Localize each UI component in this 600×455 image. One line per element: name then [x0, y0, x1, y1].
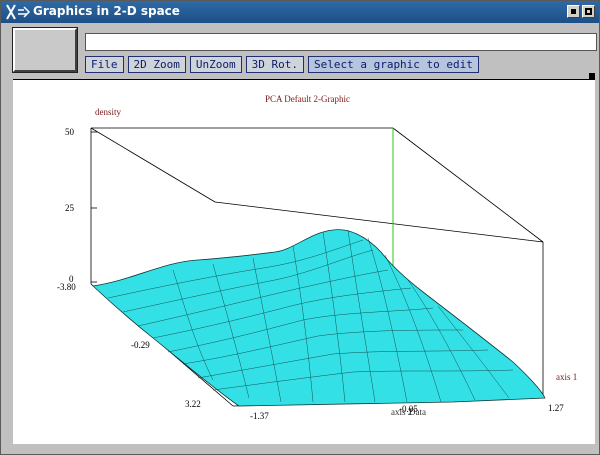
axis1-label: axis 1 — [556, 372, 577, 382]
surface-mesh — [107, 229, 514, 403]
box-top-left-edge — [90, 127, 216, 203]
plot-title: PCA Default 2-Graphic — [265, 94, 350, 104]
x-tick-mid: -0.05 — [399, 404, 418, 414]
z-tick-0: 0 — [69, 274, 74, 284]
minimize-icon — [571, 9, 576, 14]
axis2-label: axis 2 — [391, 407, 412, 417]
density-surface — [92, 229, 546, 407]
data-label: Data — [409, 407, 426, 417]
toolbar: File 2D Zoom UnZoom 3D Rot. Select a gra… — [85, 56, 479, 74]
rotate-3d-button[interactable]: 3D Rot. — [245, 56, 304, 73]
y-tick-left: -3.80 — [57, 282, 76, 292]
box-top-front-edge — [214, 201, 544, 243]
z-tick-25: 25 — [65, 203, 75, 213]
title-bar[interactable]: Graphics in 2-D space — [1, 1, 599, 23]
y-tick-right: 3.22 — [185, 399, 201, 409]
surface-plot: PCA Default 2-Graphic density axis 1 axi… — [57, 94, 577, 421]
maximize-button[interactable] — [582, 5, 595, 18]
x-tick-left: -1.37 — [250, 411, 269, 421]
box-top-right-edge — [392, 127, 544, 243]
z-tick-50: 50 — [65, 127, 75, 137]
window-menu-icon[interactable] — [5, 2, 31, 22]
minimize-button[interactable] — [567, 5, 580, 18]
x-logo-icon — [6, 4, 31, 20]
window-title: Graphics in 2-D space — [33, 4, 180, 18]
file-button[interactable]: File — [85, 56, 124, 73]
zoom-2d-button[interactable]: 2D Zoom — [127, 56, 186, 73]
select-graphic-button[interactable]: Select a graphic to edit — [307, 56, 479, 73]
unzoom-button[interactable]: UnZoom — [189, 56, 242, 73]
y-tick-mid: -0.29 — [131, 340, 150, 350]
large-action-button[interactable] — [12, 27, 78, 73]
z-axis-label: density — [95, 107, 121, 117]
status-bar — [1, 444, 599, 454]
resize-handle[interactable] — [589, 73, 595, 79]
maximize-icon — [585, 8, 592, 15]
x-tick-right: 1.27 — [548, 403, 564, 413]
status-field[interactable] — [85, 33, 597, 51]
z-axis — [91, 131, 97, 283]
plot-canvas[interactable]: PCA Default 2-Graphic density axis 1 axi… — [13, 79, 595, 444]
